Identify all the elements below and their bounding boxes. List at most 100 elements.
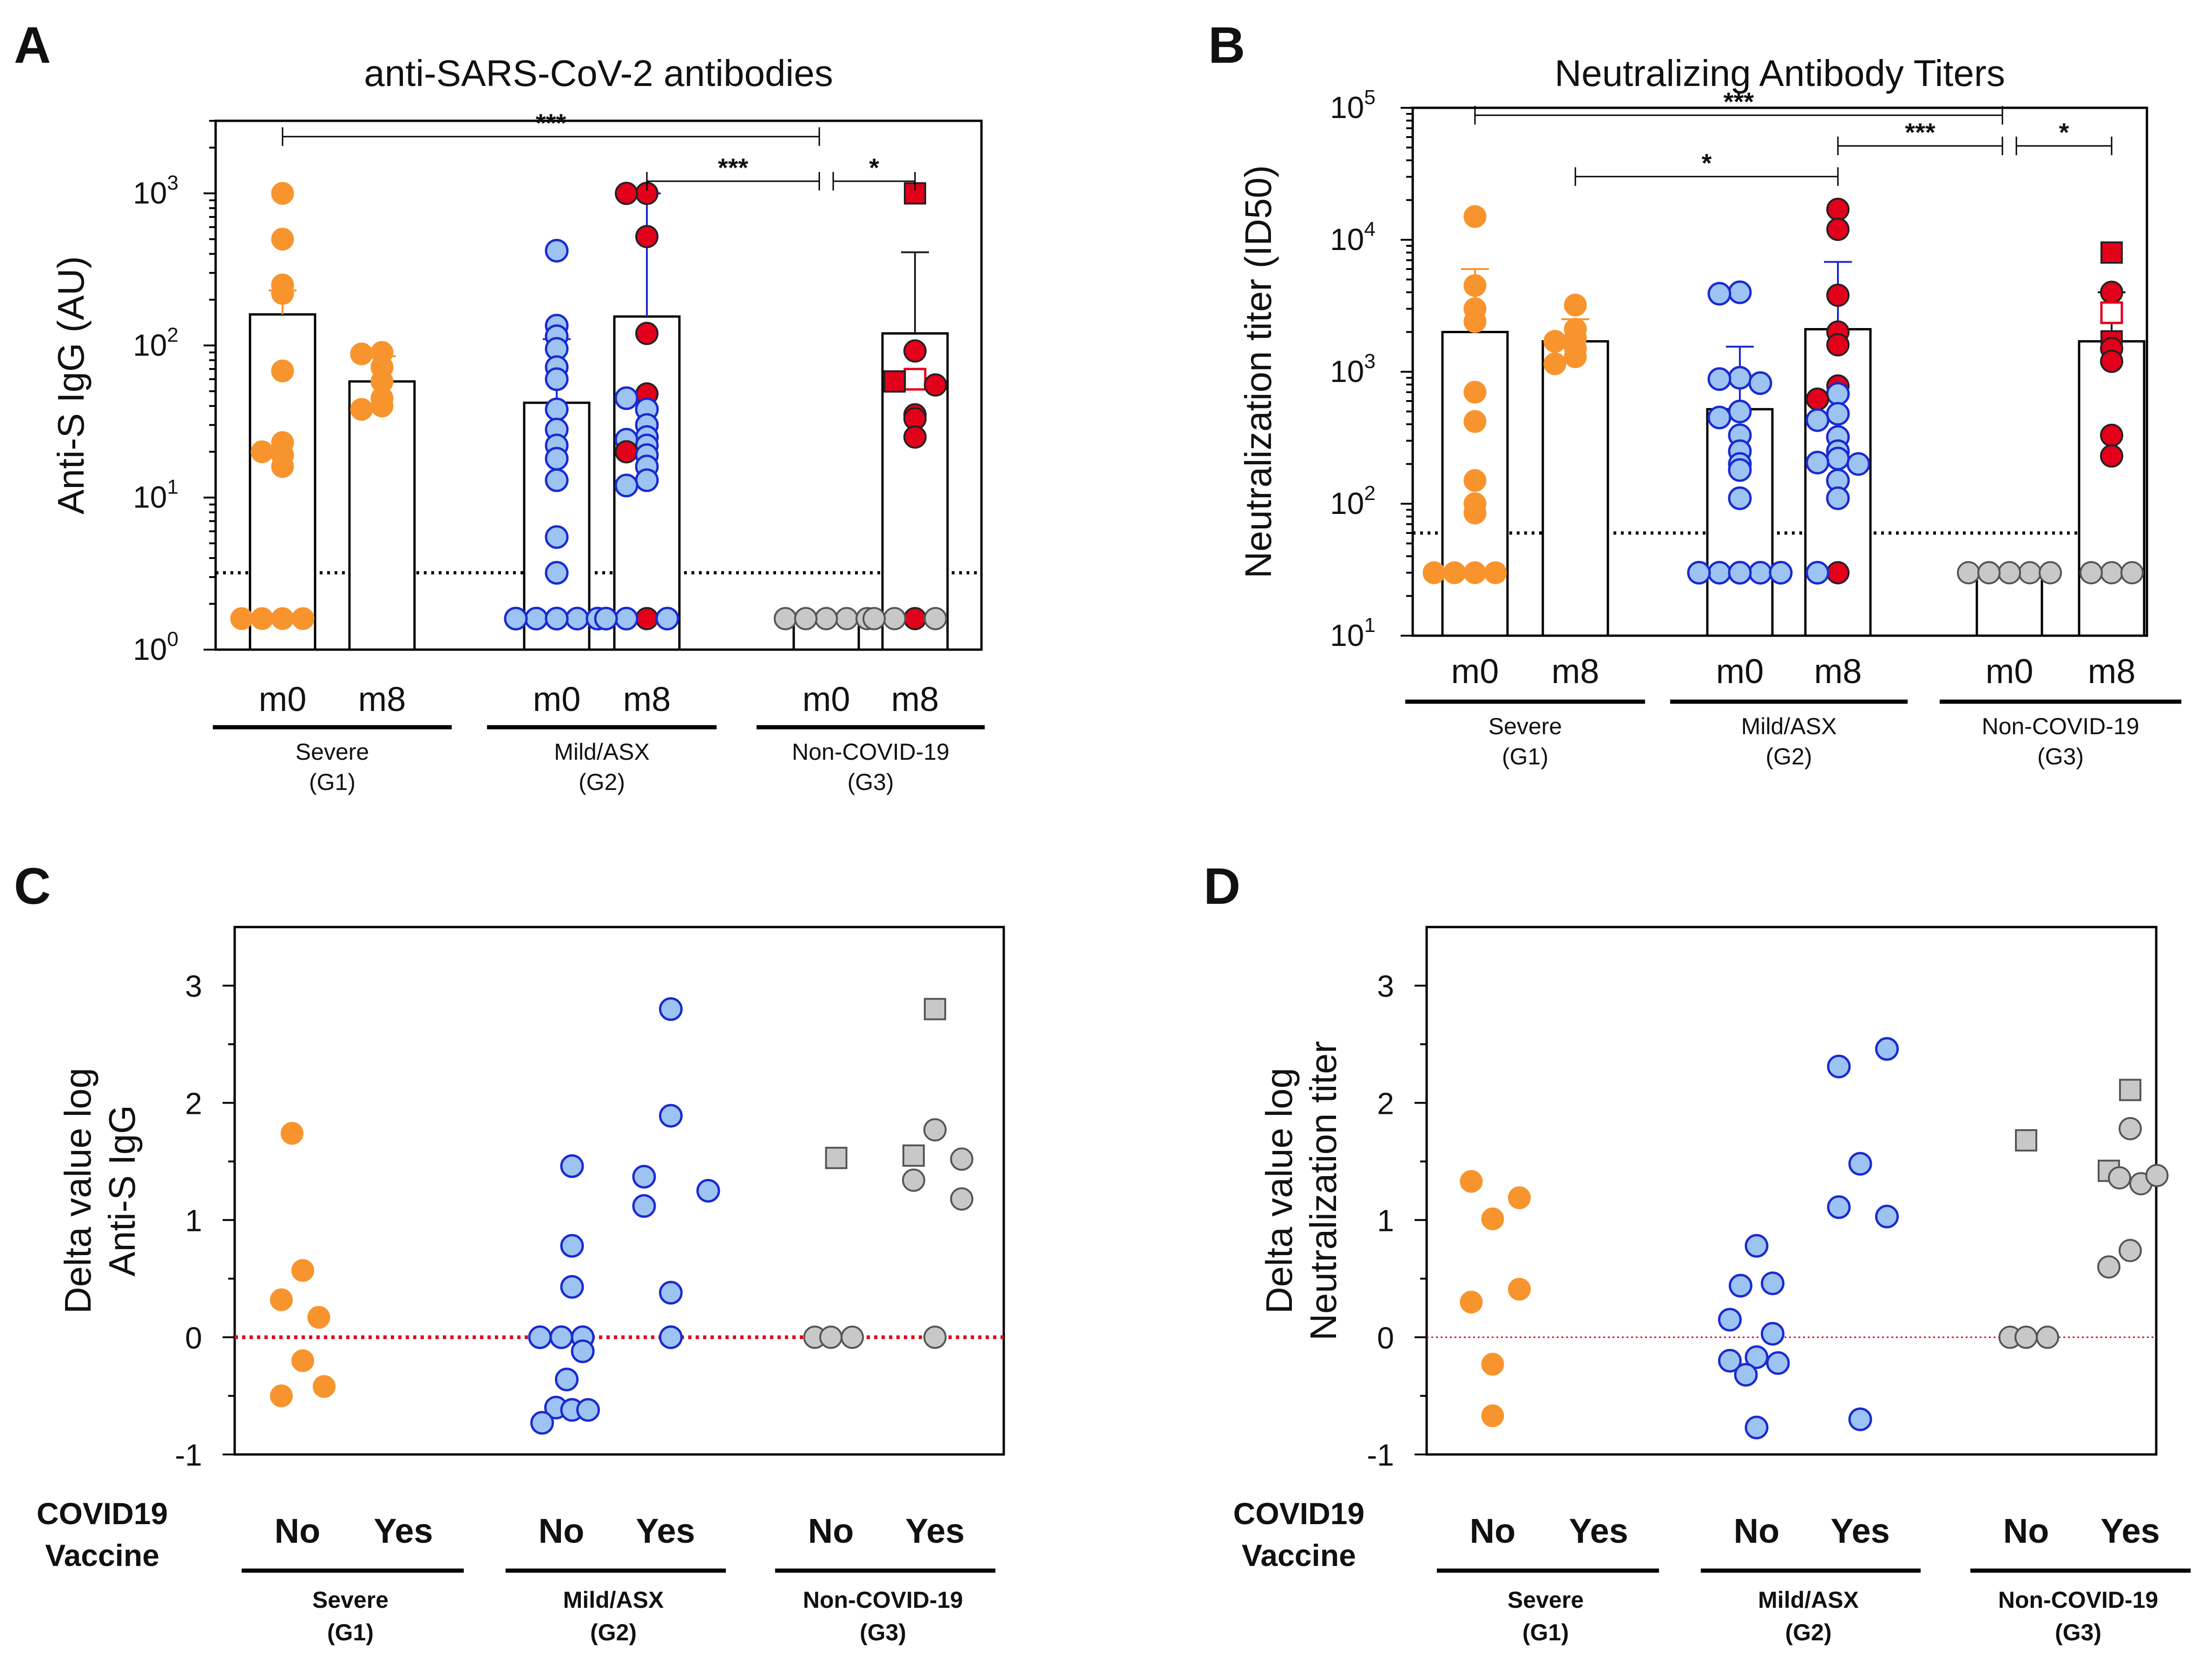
y-tick-base: 10 xyxy=(1330,222,1364,257)
data-point xyxy=(565,606,589,631)
y-tick-exponent: 3 xyxy=(167,171,178,194)
data-point xyxy=(815,607,838,631)
data-point xyxy=(530,1411,554,1435)
y-tick-base: 10 xyxy=(133,632,167,666)
data-point xyxy=(1481,1353,1504,1376)
plot-frame xyxy=(1425,926,2158,1456)
data-point xyxy=(1826,197,1850,221)
data-point xyxy=(2145,1164,2169,1187)
data-point xyxy=(545,397,569,421)
significance-label: *** xyxy=(1724,87,1754,116)
series-group-5 xyxy=(2097,1079,2169,1279)
data-point xyxy=(1745,1234,1769,1258)
bar-group-2: m0 xyxy=(504,238,610,718)
x-category-label: m0 xyxy=(533,680,581,718)
data-point xyxy=(270,1384,293,1408)
data-point xyxy=(819,1325,843,1349)
data-point xyxy=(545,238,569,263)
chart-title: Neutralizing Antibody Titers xyxy=(1554,53,2005,94)
data-point xyxy=(1805,408,1830,432)
data-point xyxy=(635,225,658,249)
group-name: Severe xyxy=(312,1587,388,1613)
panel-d: D Delta value log Neutralization titer -1 0 1… xyxy=(1204,858,2191,1645)
data-point xyxy=(1463,381,1487,404)
y-tick-base: 10 xyxy=(1330,618,1364,652)
data-point xyxy=(1748,371,1772,395)
group-name: Mild/ASX xyxy=(554,739,650,765)
data-point xyxy=(2100,281,2123,304)
data-point xyxy=(1761,1322,1784,1346)
series-group-4 xyxy=(1998,1129,2059,1349)
data-point xyxy=(560,1154,584,1178)
data-point xyxy=(2108,1166,2131,1190)
significance-label: *** xyxy=(718,153,749,182)
plot-frame xyxy=(1411,106,2148,637)
group-name: Non-COVID-19 xyxy=(1998,1587,2158,1613)
y-axis-label: Anti-S IgG (AU) xyxy=(50,256,92,514)
data-point xyxy=(635,607,658,631)
y-tick-exponent: 1 xyxy=(167,476,178,499)
series-group-2 xyxy=(528,1154,600,1435)
y-tick-label: 103 xyxy=(133,171,178,210)
data-point xyxy=(635,468,659,492)
data-point xyxy=(1977,561,2001,585)
data-point xyxy=(659,997,683,1021)
x-category-label: Yes xyxy=(374,1512,433,1550)
data-point xyxy=(655,606,679,631)
data-point xyxy=(615,440,638,464)
y-tick-label: 105 xyxy=(1330,86,1376,125)
x-category-label: Yes xyxy=(1830,1512,1890,1550)
data-point xyxy=(291,1349,314,1372)
data-point xyxy=(271,182,294,205)
data-point xyxy=(1463,310,1487,333)
x-category-label: Yes xyxy=(1569,1512,1628,1550)
data-point xyxy=(1460,1170,1483,1193)
panel-label: A xyxy=(14,17,51,74)
group-name: Non-COVID-19 xyxy=(803,1587,963,1613)
y-tick-exponent: 3 xyxy=(1364,350,1376,373)
data-point xyxy=(545,606,569,631)
data-point xyxy=(1827,1195,1851,1219)
data-point xyxy=(2036,1325,2059,1349)
data-point xyxy=(883,370,906,393)
group-name: Non-COVID-19 xyxy=(1982,713,2140,739)
data-point xyxy=(615,182,638,205)
data-point xyxy=(1729,1274,1752,1298)
y-tick-label: 100 xyxy=(133,628,178,666)
data-point xyxy=(545,525,569,549)
data-point xyxy=(1827,1054,1851,1079)
y-tick-label: 0 xyxy=(185,1321,202,1355)
data-point xyxy=(1748,560,1772,585)
data-point xyxy=(271,359,294,382)
data-point-square xyxy=(2119,1079,2141,1101)
data-point xyxy=(614,606,639,631)
y-tick-label: -1 xyxy=(1367,1438,1394,1472)
series-group-2 xyxy=(1718,1234,1790,1440)
y-tick-exponent: 2 xyxy=(1364,482,1376,505)
data-point xyxy=(2080,561,2103,585)
data-point xyxy=(659,1281,683,1305)
bar-group-2: m0 xyxy=(1687,280,1793,691)
y-tick-exponent: 1 xyxy=(1364,614,1376,637)
y-axis-label: Neutralization titer (ID50) xyxy=(1238,165,1279,578)
y-tick-label: 0 xyxy=(1377,1321,1394,1355)
data-point xyxy=(2039,561,2062,585)
y-tick-exponent: 5 xyxy=(1364,86,1376,109)
data-point xyxy=(1728,486,1752,510)
data-point xyxy=(1826,561,1850,585)
y-tick-label: 2 xyxy=(185,1086,202,1120)
data-point-square xyxy=(902,1144,925,1167)
panel-label: B xyxy=(1208,17,1245,74)
data-point xyxy=(1460,1290,1483,1314)
group-code: (G2) xyxy=(1785,1619,1832,1645)
bar-group-5: m8 xyxy=(2078,241,2146,691)
group-code: (G1) xyxy=(327,1619,374,1645)
bar-group-1: m8 xyxy=(1541,294,1609,691)
bar-group-0: m0 xyxy=(230,182,316,718)
data-point xyxy=(524,606,548,631)
x-category-label: No xyxy=(2003,1512,2049,1550)
data-point xyxy=(1508,1277,1531,1301)
data-point xyxy=(370,395,394,418)
data-point xyxy=(1728,560,1752,585)
